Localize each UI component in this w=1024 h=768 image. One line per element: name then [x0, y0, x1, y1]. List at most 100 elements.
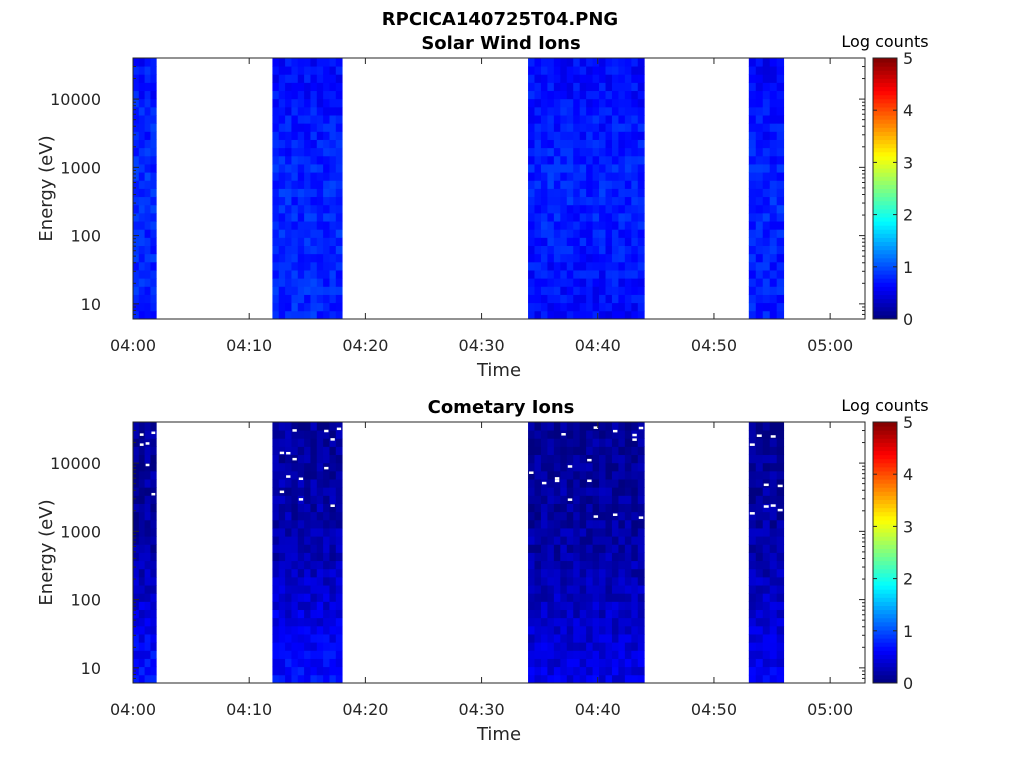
heatmap-cell [769, 286, 778, 295]
x-tick-label: 04:20 [342, 336, 388, 355]
heatmap-cell [133, 212, 140, 222]
heatmap-cell [316, 511, 324, 521]
heatmap-cell [755, 261, 764, 271]
heatmap-cell [528, 487, 535, 496]
heatmap-cell [599, 66, 606, 75]
heatmap-cell [637, 245, 645, 255]
heatmap-cell [769, 609, 778, 619]
heatmap-cell [138, 446, 146, 456]
heatmap-cell [776, 642, 785, 651]
heatmap-cell [579, 511, 587, 521]
heatmap-cell [748, 294, 757, 304]
heatmap-cell [618, 90, 626, 100]
heatmap-cell [599, 286, 606, 295]
heatmap-cell [547, 302, 555, 312]
heatmap-cell [285, 552, 292, 562]
heatmap-cell [776, 98, 785, 108]
heatmap-cell [624, 237, 632, 246]
heatmap-cell [304, 302, 311, 312]
heatmap-cell [291, 666, 299, 676]
heatmap-cell [566, 115, 574, 124]
colorbar-segment [873, 568, 897, 574]
heatmap-cell [310, 617, 318, 627]
heatmap-cell [323, 479, 330, 488]
heatmap-cell [534, 261, 542, 271]
heatmap-cell [138, 487, 146, 496]
heatmap-cell [297, 204, 305, 214]
heatmap-cell [762, 229, 771, 238]
heatmap-cell [528, 446, 535, 456]
heatmap-cell [310, 294, 318, 304]
colorbar-segment [873, 674, 897, 680]
heatmap-cell [285, 115, 292, 124]
heatmap-cell [534, 625, 542, 635]
heatmap-cell [150, 286, 157, 295]
heatmap-cell [329, 164, 337, 173]
heatmap-cell [586, 593, 593, 602]
heatmap-cell [769, 147, 778, 157]
heatmap-cell [316, 155, 324, 165]
heatmap-cell [540, 115, 548, 124]
heatmap-cell [605, 188, 613, 198]
heatmap-cell [291, 568, 299, 578]
heatmap-cell [611, 155, 619, 165]
heatmap-cell [624, 58, 632, 67]
heatmap-cell [573, 666, 581, 676]
heatmap-cell [637, 650, 645, 659]
heatmap-cell [566, 139, 574, 149]
heatmap-cell [566, 90, 574, 100]
heatmap-cell [566, 278, 574, 287]
heatmap-cell [631, 454, 639, 464]
heatmap-cell [762, 98, 771, 108]
heatmap-cell [553, 221, 561, 230]
heatmap-cell [272, 528, 280, 537]
heatmap-cell [553, 237, 561, 246]
heatmap-cell [297, 286, 305, 295]
heatmap-cell [540, 658, 548, 668]
heatmap-cell [272, 196, 280, 206]
heatmap-cell [540, 666, 548, 676]
saturation-streak [529, 471, 534, 474]
heatmap-cell [611, 270, 619, 279]
colorbar-segment [873, 151, 897, 157]
heatmap-cell [560, 172, 568, 181]
heatmap-cell [748, 422, 757, 431]
heatmap-cell [540, 172, 548, 181]
heatmap-cell [605, 487, 613, 496]
heatmap-cell [528, 609, 535, 619]
heatmap-cell [762, 519, 771, 529]
heatmap-cell [278, 593, 286, 602]
heatmap-cell [579, 617, 587, 627]
heatmap-cell [329, 74, 337, 83]
heatmap-cell [605, 270, 613, 279]
heatmap-cell [592, 462, 600, 472]
heatmap-cell [599, 617, 606, 627]
heatmap-cell [540, 511, 548, 521]
x-tick-label: 04:50 [691, 700, 737, 719]
heatmap-cell [618, 609, 626, 619]
colorbar-segment [873, 265, 897, 271]
heatmap-cell [586, 528, 593, 537]
heatmap-cell [560, 66, 568, 75]
heatmap-cell [586, 617, 593, 627]
saturation-streak [749, 443, 755, 446]
heatmap-cell [624, 98, 632, 108]
heatmap-cell [611, 253, 619, 263]
heatmap-cell [297, 446, 305, 456]
heatmap-cell [133, 674, 140, 684]
heatmap-cell [755, 229, 764, 238]
heatmap-cell [618, 245, 626, 255]
heatmap-cell [611, 650, 619, 659]
heatmap-cell [586, 139, 593, 149]
panel-title: Cometary Ions [428, 397, 575, 418]
heatmap-cell [762, 422, 771, 431]
heatmap-cell [592, 115, 600, 124]
heatmap-cell [618, 544, 626, 553]
heatmap-cell [272, 245, 280, 255]
heatmap-cell [144, 131, 151, 140]
heatmap-cell [138, 204, 146, 214]
heatmap-cell [611, 164, 619, 173]
heatmap-cell [592, 164, 600, 173]
saturation-streak [763, 505, 769, 508]
heatmap-cell [637, 180, 645, 189]
